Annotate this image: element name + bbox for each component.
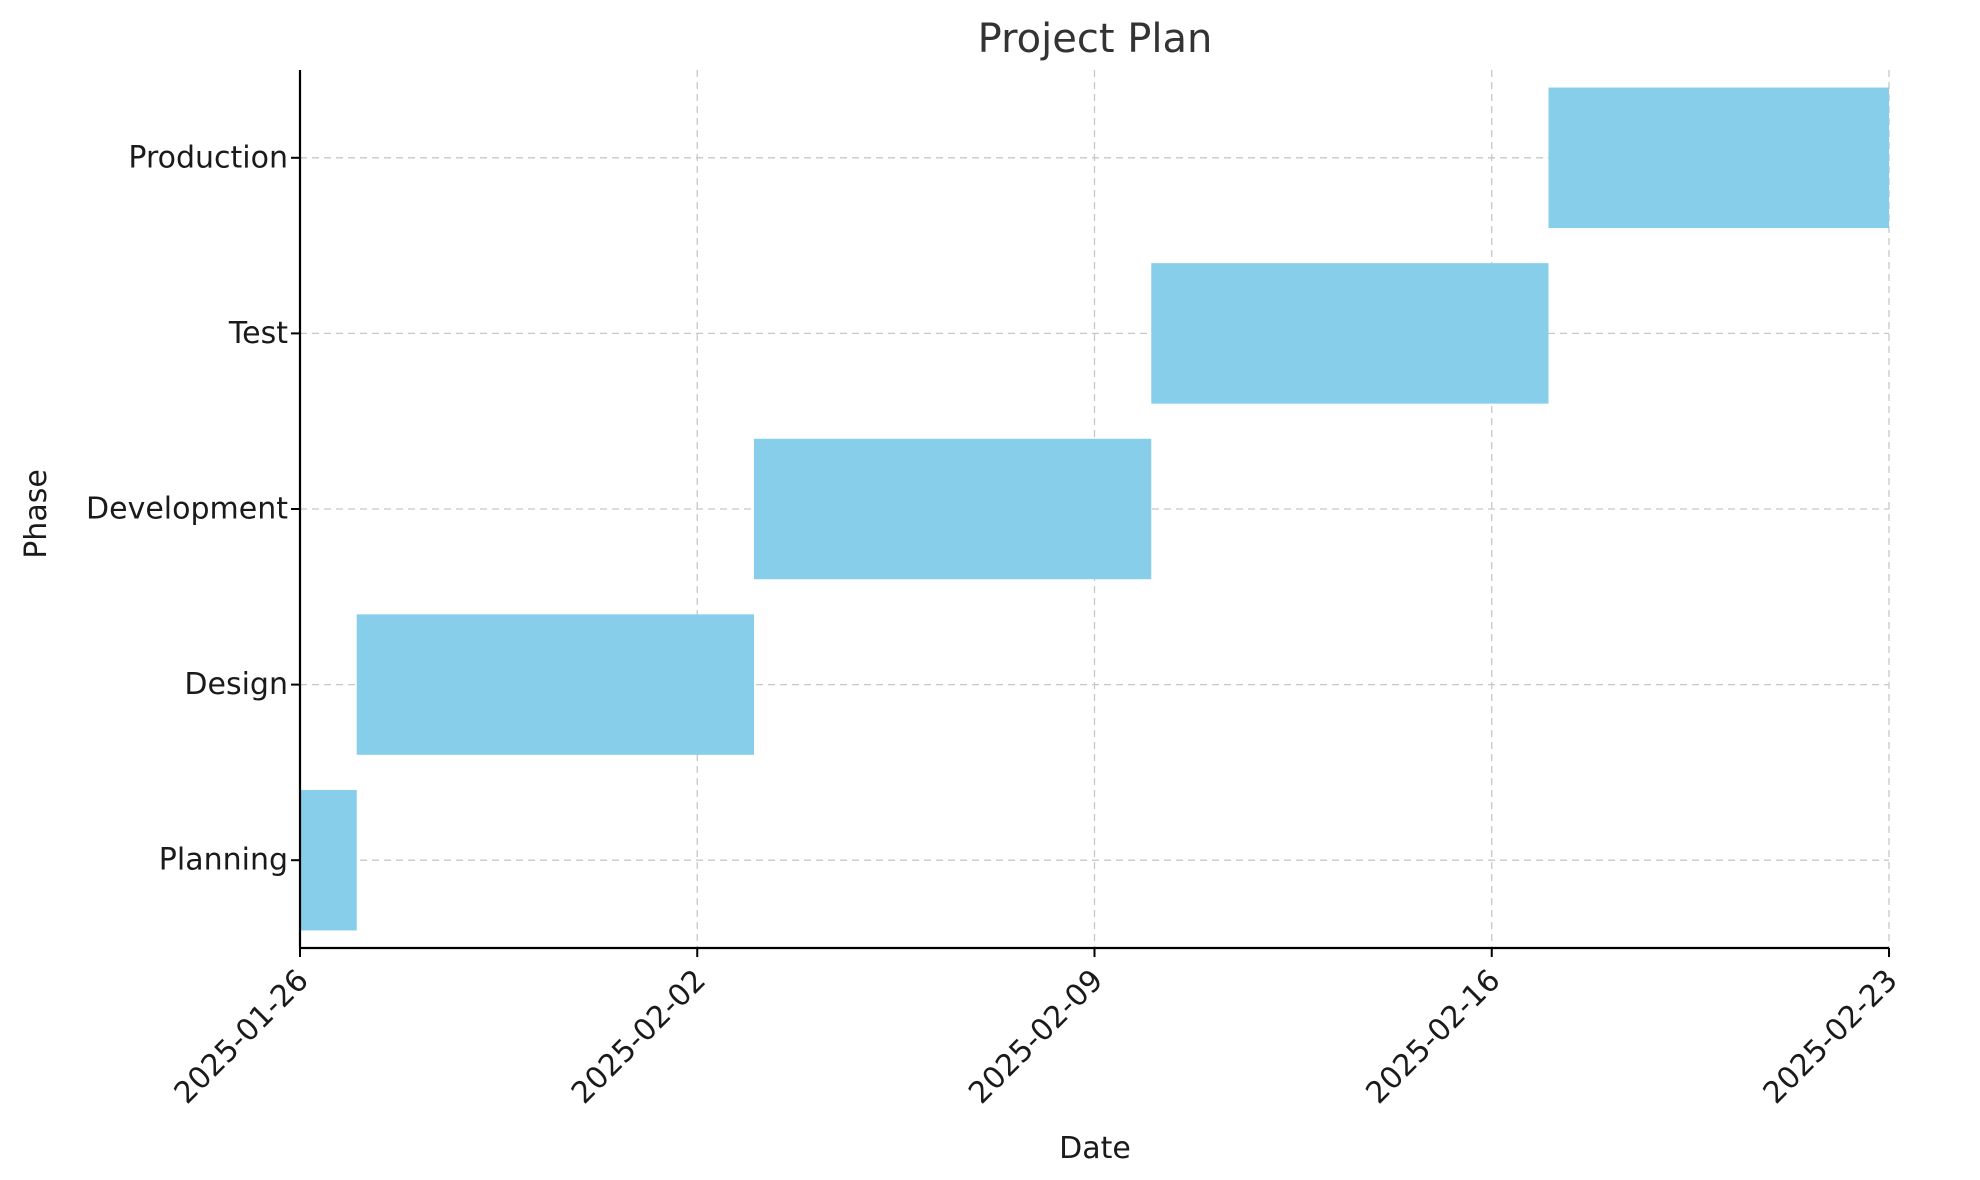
y-tick-label: Planning (159, 843, 288, 878)
gantt-bar-test (1151, 263, 1549, 404)
x-axis-label: Date (1059, 1131, 1131, 1166)
y-tick-label: Development (86, 492, 288, 527)
y-tick-label: Design (184, 667, 288, 702)
gantt-bar-development (754, 438, 1152, 580)
bar-layer (300, 87, 1889, 931)
y-tick-label: Production (128, 140, 288, 175)
x-tick-label: 2025-02-02 (565, 963, 713, 1111)
chart-title: Project Plan (978, 16, 1213, 62)
gantt-bar-planning (300, 789, 357, 931)
x-tick-label: 2025-02-09 (962, 963, 1110, 1111)
gantt-bar-production (1548, 87, 1889, 229)
gantt-bar-design (356, 614, 754, 755)
x-tick-label: 2025-02-16 (1359, 963, 1507, 1111)
x-tick-label: 2025-02-23 (1757, 963, 1905, 1111)
x-tick-label: 2025-01-26 (168, 963, 316, 1111)
y-tick-label: Test (228, 316, 288, 351)
y-axis-label: Phase (19, 469, 54, 559)
